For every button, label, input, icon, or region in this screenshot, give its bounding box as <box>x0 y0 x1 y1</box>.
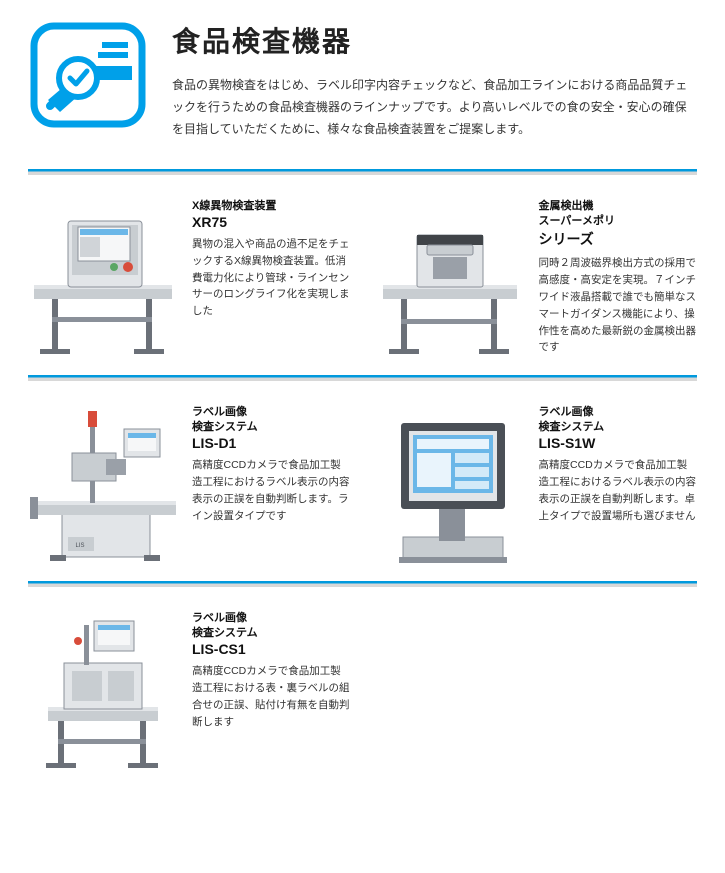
product-row: ラベル画像 検査システム LIS-CS1 高精度CCDカメラで食品加工製造工程に… <box>0 587 725 787</box>
product-image-lis-d1: LIS <box>28 405 178 573</box>
product-description: 高精度CCDカメラで食品加工製造工程におけるラベル表示の内容表示の正誤を自動判断… <box>192 457 351 524</box>
product-image-lis-cs1 <box>28 611 178 779</box>
product-model: LIS-S1W <box>539 435 698 451</box>
product-card-xr75: X線異物検査装置 XR75 異物の混入や商品の過不足をチェックするX線異物検査装… <box>28 199 351 367</box>
product-card-metal-detector: 金属検出機 スーパーメポリ シリーズ 同時２周波磁界検出方式の採用で高感度・高安… <box>375 199 698 367</box>
product-category: X線異物検査装置 <box>192 199 351 214</box>
product-row: X線異物検査装置 XR75 異物の混入や商品の過不足をチェックするX線異物検査装… <box>0 175 725 375</box>
product-description: 高精度CCDカメラで食品加工製造工程におけるラベル表示の内容表示の正誤を自動判断… <box>539 457 698 524</box>
product-model: LIS-CS1 <box>192 641 351 657</box>
product-model: XR75 <box>192 214 351 230</box>
product-category: ラベル画像 検査システム <box>192 405 351 436</box>
product-model: シリーズ <box>539 229 698 249</box>
product-model: LIS-D1 <box>192 435 351 451</box>
product-image-metal-detector <box>375 199 525 367</box>
product-image-xr75 <box>28 199 178 367</box>
page-header: 食品検査機器 食品の異物検査をはじめ、ラベル印字内容チェックなど、食品加工ライン… <box>0 0 725 169</box>
product-card-lis-d1: LIS ラベル画像 検査システム LIS-D1 <box>28 405 351 573</box>
product-card-lis-s1w: ラベル画像 検査システム LIS-S1W 高精度CCDカメラで食品加工製造工程に… <box>375 405 698 573</box>
page-description: 食品の異物検査をはじめ、ラベル印字内容チェックなど、食品加工ラインにおける商品品… <box>172 74 697 141</box>
product-description: 高精度CCDカメラで食品加工製造工程における表・裏ラベルの組合せの正誤、貼付け有… <box>192 663 351 730</box>
product-row: LIS ラベル画像 検査システム LIS-D1 <box>0 381 725 581</box>
svg-text:LIS: LIS <box>75 543 84 549</box>
category-icon <box>28 20 148 130</box>
product-description: 同時２周波磁界検出方式の採用で高感度・高安定を実現。７インチワイド液晶搭載で誰で… <box>539 255 698 356</box>
product-image-lis-s1w <box>375 405 525 573</box>
product-card-lis-cs1: ラベル画像 検査システム LIS-CS1 高精度CCDカメラで食品加工製造工程に… <box>28 611 351 779</box>
page-title: 食品検査機器 <box>172 20 697 60</box>
product-category: ラベル画像 検査システム <box>192 611 351 642</box>
product-category: 金属検出機 スーパーメポリ <box>539 199 698 230</box>
product-category: ラベル画像 検査システム <box>539 405 698 436</box>
product-description: 異物の混入や商品の過不足をチェックするX線異物検査装置。低消費電力化により管球・… <box>192 236 351 320</box>
